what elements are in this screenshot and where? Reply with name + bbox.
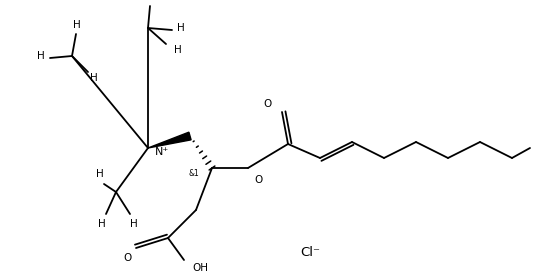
Text: N⁺: N⁺ <box>155 147 169 157</box>
Text: H: H <box>90 73 98 83</box>
Text: OH: OH <box>192 263 208 273</box>
Polygon shape <box>148 132 191 148</box>
Text: H: H <box>96 169 104 179</box>
Text: Cl⁻: Cl⁻ <box>300 245 320 259</box>
Text: H: H <box>98 219 106 229</box>
Text: H: H <box>130 219 138 229</box>
Text: O: O <box>264 99 272 109</box>
Text: O: O <box>254 175 262 185</box>
Text: H: H <box>37 51 45 61</box>
Text: H: H <box>73 20 81 30</box>
Text: &1: &1 <box>188 169 199 179</box>
Text: H: H <box>177 23 185 33</box>
Text: H: H <box>174 45 182 55</box>
Text: O: O <box>123 253 131 263</box>
Text: H: H <box>146 0 154 2</box>
